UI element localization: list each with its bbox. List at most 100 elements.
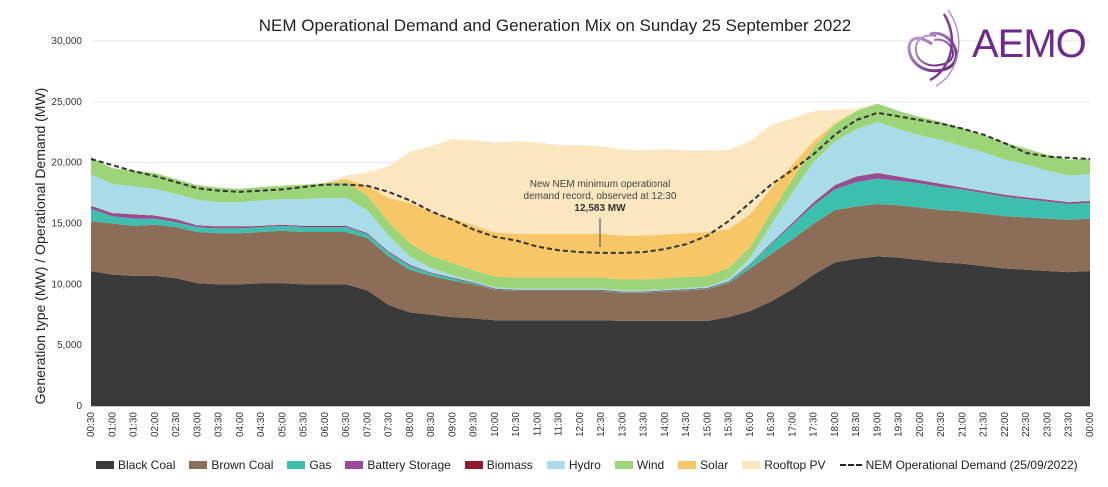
legend-label: Rooftop PV xyxy=(764,458,826,472)
x-tick-label: 04:30 xyxy=(256,412,267,437)
legend-item: Wind xyxy=(614,458,665,472)
legend-label: NEM Operational Demand (25/09/2022) xyxy=(865,458,1078,472)
legend-label: Wind xyxy=(636,458,665,472)
x-tick-label: 00:30 xyxy=(86,412,97,437)
legend-item: Gas xyxy=(287,458,331,472)
legend-label: Battery Storage xyxy=(367,458,451,472)
area-wind xyxy=(91,103,1090,291)
x-tick-label: 15:30 xyxy=(724,412,735,437)
y-tick-label: 30,000 xyxy=(51,36,82,47)
legend-label: Solar xyxy=(700,458,729,472)
x-tick-label: 03:00 xyxy=(192,412,203,437)
x-tick-label: 19:00 xyxy=(872,412,883,437)
x-tick-label: 12:00 xyxy=(575,412,586,437)
x-tick-label: 08:30 xyxy=(426,412,437,437)
legend-item: Brown Coal xyxy=(189,458,273,472)
area-hydro xyxy=(91,121,1090,292)
legend-label: Black Coal xyxy=(118,458,176,472)
legend-label: Hydro xyxy=(568,458,601,472)
x-tick-label: 23:30 xyxy=(1064,412,1075,437)
x-tick-label: 23:00 xyxy=(1042,412,1053,437)
x-tick-label: 04:00 xyxy=(235,412,246,437)
x-tick-label: 01:00 xyxy=(107,412,118,437)
y-axis-label: Generation type (MW) / Operational Deman… xyxy=(32,87,48,405)
y-tick-label: 15,000 xyxy=(51,219,82,230)
legend-swatch xyxy=(546,461,565,469)
x-tick-label: 01:30 xyxy=(129,412,140,437)
x-tick-label: 22:00 xyxy=(1000,412,1011,437)
chart-title: NEM Operational Demand and Generation Mi… xyxy=(258,16,852,35)
x-tick-label: 22:30 xyxy=(1021,412,1032,437)
area-gas xyxy=(91,178,1090,293)
legend-label: Brown Coal xyxy=(211,458,274,472)
demand-line xyxy=(90,111,1091,254)
x-tick-label: 07:00 xyxy=(362,412,373,437)
x-tick-label: 02:30 xyxy=(171,412,182,437)
x-axis-ticks: 00:30 01:00 01:30 02:00 02:30 03:00 03:30 04:00… xyxy=(86,412,1096,437)
legend-swatch xyxy=(678,461,697,469)
x-tick-label: 20:30 xyxy=(936,412,947,437)
area-rooftop-pv xyxy=(91,103,1090,236)
legend-item: Biomass xyxy=(464,458,533,472)
y-tick-label: 20,000 xyxy=(51,158,82,169)
annotation-line1: New NEM minimum operational xyxy=(529,179,671,190)
y-tick-label: 25,000 xyxy=(51,97,82,108)
x-tick-label: 16:30 xyxy=(766,412,777,437)
x-tick-label: 11:00 xyxy=(532,412,543,437)
legend-dash-swatch xyxy=(839,464,862,466)
x-tick-label: 08:00 xyxy=(405,412,416,437)
x-tick-label: 14:00 xyxy=(660,412,671,437)
x-tick-label: 18:00 xyxy=(830,412,841,437)
x-tick-label: 06:00 xyxy=(320,412,331,437)
x-tick-label: 19:30 xyxy=(894,412,905,437)
area-solar xyxy=(91,103,1090,280)
x-tick-label: 10:30 xyxy=(511,412,522,437)
y-tick-label: 5,000 xyxy=(57,340,82,351)
x-tick-label: 03:30 xyxy=(214,412,225,437)
x-tick-label: 05:00 xyxy=(277,412,288,437)
x-tick-label: 09:00 xyxy=(447,412,458,437)
x-tick-label: 10:00 xyxy=(490,412,501,437)
area-brown-coal xyxy=(91,204,1090,321)
x-tick-label: 21:30 xyxy=(979,412,990,437)
legend-swatch xyxy=(464,461,483,469)
aemo-logo: AEMO xyxy=(972,22,1087,66)
x-tick-label: 05:30 xyxy=(299,412,310,437)
x-tick-label: 07:30 xyxy=(384,412,395,437)
legend-swatch xyxy=(614,461,633,469)
legend-item: Black Coal xyxy=(96,458,175,472)
x-tick-label: 09:30 xyxy=(469,412,480,437)
legend-swatch xyxy=(742,461,761,469)
x-tick-label: 12:30 xyxy=(596,412,607,437)
x-tick-label: 15:00 xyxy=(702,412,713,437)
legend-swatch xyxy=(287,461,306,469)
legend-item: Hydro xyxy=(546,458,601,472)
x-tick-label: 17:30 xyxy=(809,412,820,437)
y-tick-label: 10,000 xyxy=(51,279,82,290)
x-tick-label: 21:00 xyxy=(957,412,968,437)
legend-swatch xyxy=(96,461,114,469)
logo-swirl xyxy=(907,9,960,87)
x-tick-label: 11:30 xyxy=(554,412,565,437)
legend-item: Rooftop PV xyxy=(742,458,826,472)
y-tick-label: 0 xyxy=(76,401,82,412)
x-tick-label: 13:30 xyxy=(639,412,650,437)
x-tick-label: 18:30 xyxy=(851,412,862,437)
legend-swatch xyxy=(345,461,364,469)
legend-swatch xyxy=(189,461,208,469)
legend: Black Coal Brown Coal Gas Battery Storage Bi… xyxy=(96,458,1078,472)
annotation: New NEM minimum operational demand recor… xyxy=(510,179,690,215)
legend-label: Gas xyxy=(309,458,332,472)
x-tick-label: 16:00 xyxy=(745,412,756,437)
legend-label: Biomass xyxy=(486,458,533,472)
demand-line-group xyxy=(90,111,1091,254)
x-tick-label: 17:00 xyxy=(787,412,798,437)
x-tick-label: 00:00 xyxy=(1085,412,1096,437)
stacked-areas xyxy=(91,103,1090,406)
x-tick-label: 02:00 xyxy=(150,412,161,437)
y-axis-ticks: 0 5,000 10,000 15,000 20,000 25,000 30,000 xyxy=(51,36,82,412)
legend-item-demand: NEM Operational Demand (25/09/2022) xyxy=(839,458,1078,472)
annotation-line2: demand record, observed at 12:30 xyxy=(523,191,677,202)
x-tick-label: 14:30 xyxy=(681,412,692,437)
